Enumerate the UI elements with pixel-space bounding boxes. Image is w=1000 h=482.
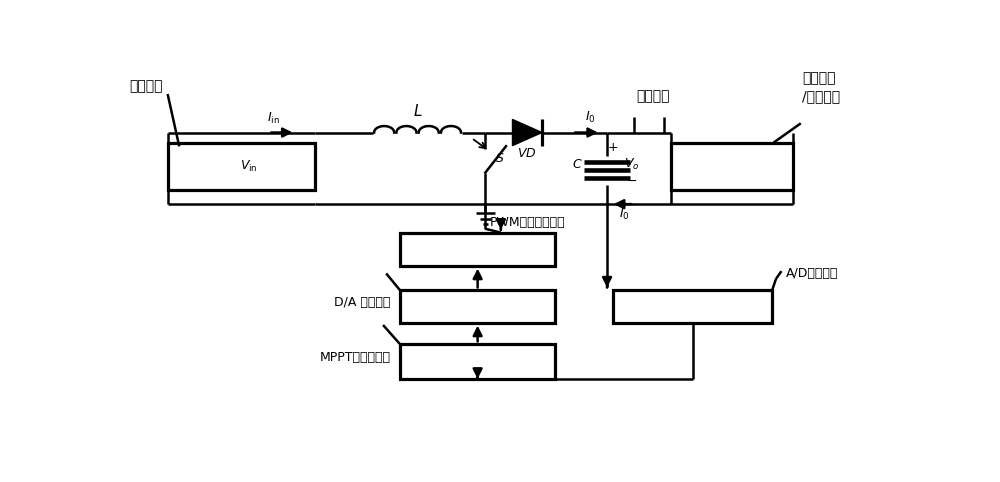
Text: −: − <box>627 175 637 188</box>
Text: $S$: $S$ <box>495 152 504 165</box>
Bar <box>671 143 793 190</box>
Bar <box>613 290 772 323</box>
Bar <box>168 143 315 190</box>
Text: 监控节点
/传感节点: 监控节点 /传感节点 <box>802 71 840 103</box>
Bar <box>400 344 555 379</box>
Text: $I_{\mathrm{in}}$: $I_{\mathrm{in}}$ <box>267 111 280 126</box>
Polygon shape <box>512 120 542 146</box>
Text: D/A 转换模块: D/A 转换模块 <box>334 296 391 309</box>
Text: +: + <box>608 141 619 154</box>
Text: $VD$: $VD$ <box>517 147 537 160</box>
Text: $C$: $C$ <box>572 158 583 171</box>
Text: $V_{\mathrm{in}}$: $V_{\mathrm{in}}$ <box>240 159 258 174</box>
Text: $I_0$: $I_0$ <box>619 207 629 222</box>
Text: $V_o$: $V_o$ <box>624 157 640 172</box>
Bar <box>400 290 555 323</box>
Bar <box>400 233 555 266</box>
Text: A/D转换模块: A/D转换模块 <box>786 267 838 280</box>
Text: 储能模块: 储能模块 <box>636 89 670 103</box>
Text: MPPT控制器模块: MPPT控制器模块 <box>320 351 391 364</box>
Text: $L$: $L$ <box>413 103 422 119</box>
Text: $I_0$: $I_0$ <box>585 110 595 125</box>
Text: PWM驱动电路模块: PWM驱动电路模块 <box>490 215 566 228</box>
Text: 光伏电池: 光伏电池 <box>129 80 162 94</box>
